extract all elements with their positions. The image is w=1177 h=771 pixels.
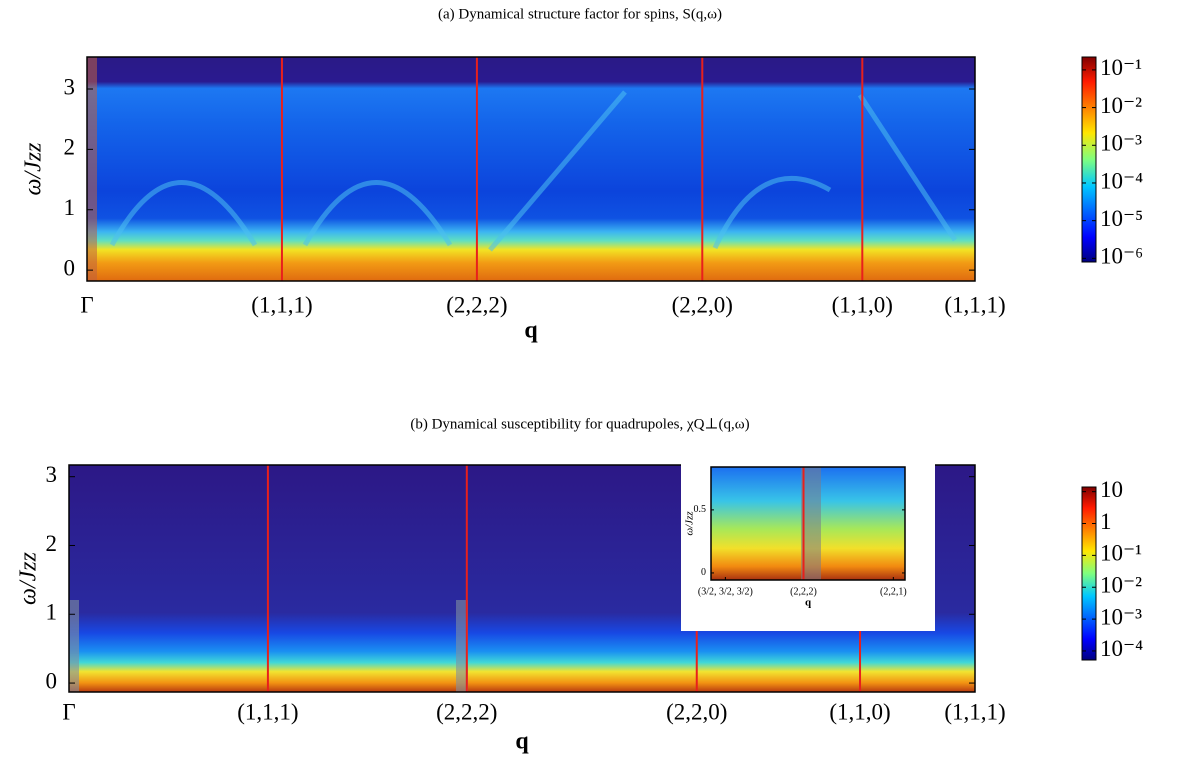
x-tick-label: (1,1,0) <box>832 292 893 317</box>
x-tick-label: (1,1,0) <box>829 699 890 724</box>
plot-frame <box>710 466 906 581</box>
x-tick-label: (1,1,1) <box>251 292 312 317</box>
dispersion <box>109 90 958 252</box>
colorbar-label: 10⁻³ <box>1100 131 1142 156</box>
colorbar-label: 10⁻¹ <box>1100 55 1142 80</box>
y-tick-label: 0 <box>46 668 58 693</box>
x-tick-label: (3/2, 3/2, 3/2) <box>698 586 753 597</box>
x-axis-label: q <box>524 318 538 344</box>
colorbar-label: 10⁻³ <box>1100 604 1142 629</box>
x-tick-label: (2,2,2) <box>436 699 497 724</box>
x-tick-label: (2,2,0) <box>672 292 733 317</box>
x-axis-label: q <box>805 597 812 609</box>
y-tick-label: 3 <box>46 462 58 487</box>
strip <box>801 467 821 580</box>
x-tick-label: (2,2,2) <box>446 292 507 317</box>
y-tick-label: 2 <box>46 531 58 556</box>
gamma-strip <box>87 57 97 281</box>
colorbar-label: 10⁻¹ <box>1100 541 1142 566</box>
y-tick-label: 0 <box>64 255 76 280</box>
colorbar-label: 10⁻⁴ <box>1100 168 1143 193</box>
x-tick-label: (1,1,1) <box>944 292 1005 317</box>
y-tick-label: 1 <box>46 600 58 625</box>
colorbar <box>1081 56 1097 263</box>
y-axis-label: ω/Jzz <box>684 511 696 536</box>
y-tick-label: 1 <box>64 195 76 220</box>
panel-b: Γ (1,1,1) (2,2,2) (2,2,0) (1,1,0) (1,1,1) 0 1 2 3… <box>16 416 1144 754</box>
colorbar <box>1081 486 1097 661</box>
x-tick-label: (2,2,0) <box>666 699 727 724</box>
plot-frame <box>68 464 976 693</box>
x-axis-label: q <box>515 729 529 755</box>
colorbar-label: 10⁻⁶ <box>1100 244 1143 269</box>
x-tick-label: Γ <box>80 292 93 317</box>
colorbar-label: 10⁻⁴ <box>1100 636 1143 661</box>
colorbar-label: 1 <box>1100 509 1112 534</box>
colorbar-label: 10⁻² <box>1100 93 1142 118</box>
x-tick-label: (1,1,1) <box>944 699 1005 724</box>
strip <box>456 600 468 692</box>
x-tick-label: Γ <box>62 699 75 724</box>
colorbar-label: 10⁻⁵ <box>1100 206 1143 231</box>
heatmap <box>87 57 975 281</box>
inset: (3/2, 3/2, 3/2) (2,2,2) (2,2,1) 0 0.5 q ω/Jzz <box>681 463 935 631</box>
y-axis-label: ω/Jzz <box>21 142 47 196</box>
colorbar-label: 10⁻² <box>1100 573 1142 598</box>
chart-title: (b) Dynamical susceptibility for quadrup… <box>410 416 749 432</box>
colorbar-label: 10 <box>1100 477 1123 502</box>
y-tick-label: 2 <box>64 135 76 160</box>
y-tick-label: 0.5 <box>694 504 707 515</box>
y-tick-label: 3 <box>64 74 76 99</box>
y-tick-label: 0 <box>701 567 706 578</box>
x-tick-label: (2,2,2) <box>790 586 817 597</box>
x-tick-label: (2,2,1) <box>880 586 907 597</box>
x-tick-label: (1,1,1) <box>237 699 298 724</box>
panel-a: Γ (1,1,1) (2,2,2) (2,2,0) (1,1,0) (1,1,1) 0 1 2 3… <box>21 6 1144 343</box>
chart-title: (a) Dynamical structure factor for spins… <box>438 6 722 22</box>
gamma-strip <box>69 600 79 692</box>
y-axis-label: ω/Jzz <box>16 551 42 605</box>
plot-frame <box>86 56 976 282</box>
